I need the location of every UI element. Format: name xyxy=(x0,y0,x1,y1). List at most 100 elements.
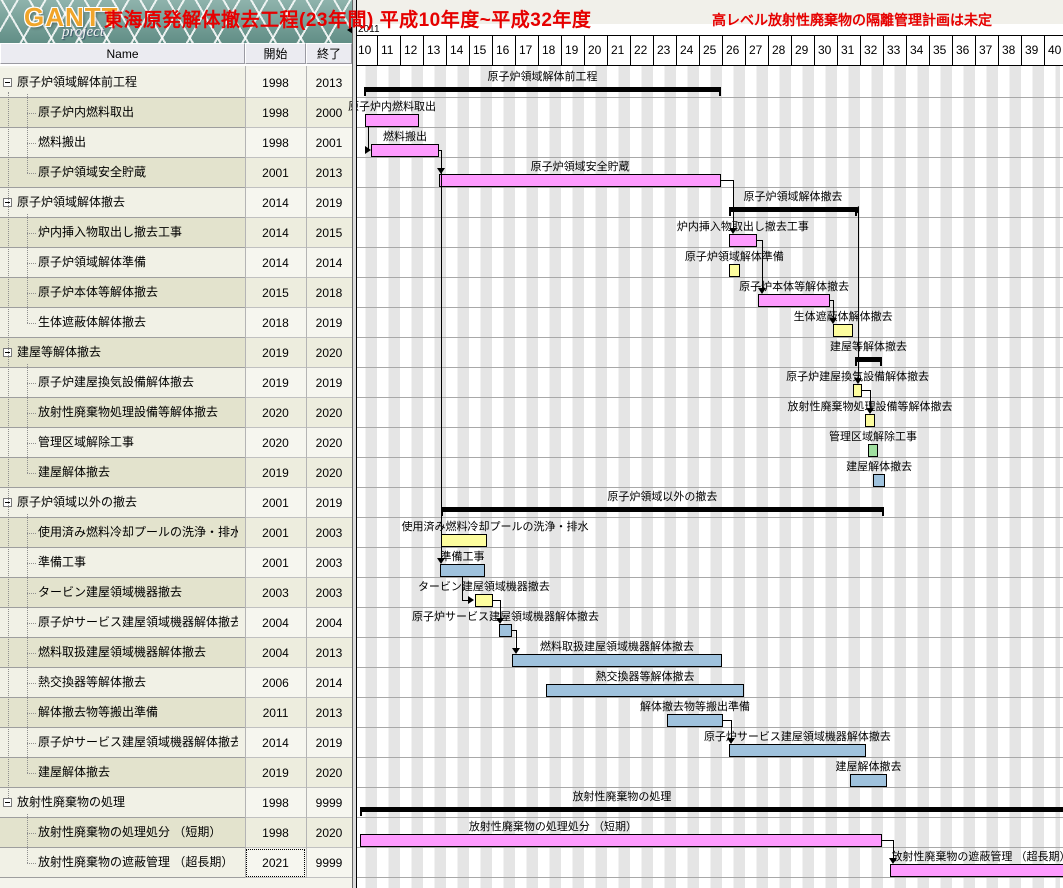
table-row[interactable]: 原子炉領域解体前工程 1998 2013 xyxy=(0,68,352,98)
table-row[interactable]: 原子炉領域解体準備 2014 2014 xyxy=(0,248,352,278)
gantt-bar[interactable] xyxy=(365,114,420,127)
task-end-cell[interactable]: 2019 xyxy=(306,488,352,518)
task-start-cell[interactable]: 2019 xyxy=(245,368,306,398)
task-end-cell[interactable]: 2019 xyxy=(306,188,352,218)
task-start-cell[interactable]: 2020 xyxy=(245,398,306,428)
table-row[interactable]: タービン建屋領域機器撤去 2003 2003 xyxy=(0,578,352,608)
task-start-cell[interactable]: 2014 xyxy=(245,728,306,758)
task-start-cell[interactable]: 2018 xyxy=(245,308,306,338)
gantt-bar[interactable] xyxy=(667,714,723,727)
task-end-cell[interactable]: 2020 xyxy=(306,338,352,368)
task-start-cell[interactable]: 2019 xyxy=(245,338,306,368)
task-end-cell[interactable]: 2020 xyxy=(306,458,352,488)
panel-splitter[interactable] xyxy=(352,0,357,888)
table-row[interactable]: 燃料搬出 1998 2001 xyxy=(0,128,352,158)
task-start-cell[interactable]: 2020 xyxy=(245,428,306,458)
table-row[interactable]: 原子炉サービス建屋領域機器解体撤去 2014 2019 xyxy=(0,728,352,758)
task-end-cell[interactable]: 9999 xyxy=(306,788,352,818)
task-end-cell[interactable]: 2003 xyxy=(306,578,352,608)
task-start-cell[interactable]: 1998 xyxy=(245,98,306,128)
table-row[interactable]: 建屋等解体撤去 2019 2020 xyxy=(0,338,352,368)
task-end-cell[interactable]: 2013 xyxy=(306,158,352,188)
table-row[interactable]: 放射性廃棄物の処理 1998 9999 xyxy=(0,788,352,818)
task-start-cell[interactable]: 1998 xyxy=(245,788,306,818)
table-row[interactable]: 原子炉領域解体撤去 2014 2019 xyxy=(0,188,352,218)
column-header-name[interactable]: Name xyxy=(0,43,245,64)
column-header-end[interactable]: 終了 xyxy=(306,43,352,64)
task-end-cell[interactable]: 2014 xyxy=(306,248,352,278)
task-end-cell[interactable]: 2015 xyxy=(306,218,352,248)
gantt-bar[interactable] xyxy=(728,234,757,247)
gantt-bar[interactable] xyxy=(850,774,887,787)
table-row[interactable]: 炉内挿入物取出し撤去工事 2014 2015 xyxy=(0,218,352,248)
gantt-bar[interactable] xyxy=(873,474,886,487)
gantt-bar[interactable] xyxy=(728,264,740,277)
task-start-cell[interactable]: 1998 xyxy=(245,818,306,848)
gantt-bar[interactable] xyxy=(474,594,493,607)
gantt-bar[interactable] xyxy=(853,384,863,397)
table-row[interactable]: 建屋解体撤去 2019 2020 xyxy=(0,458,352,488)
task-start-cell[interactable]: 2001 xyxy=(245,548,306,578)
task-start-cell[interactable]: 2001 xyxy=(245,158,306,188)
gantt-bar[interactable] xyxy=(498,624,512,637)
summary-bar[interactable] xyxy=(363,87,722,96)
task-end-cell[interactable]: 2013 xyxy=(306,698,352,728)
table-row[interactable]: 管理区域解除工事 2020 2020 xyxy=(0,428,352,458)
task-start-cell[interactable]: 2004 xyxy=(245,638,306,668)
gantt-bar[interactable] xyxy=(868,444,878,457)
tree-collapse-icon[interactable] xyxy=(3,498,12,507)
task-start-cell[interactable]: 2001 xyxy=(245,488,306,518)
tree-collapse-icon[interactable] xyxy=(3,198,12,207)
gantt-bar[interactable] xyxy=(512,654,722,667)
gantt-bar[interactable] xyxy=(359,834,883,847)
task-start-cell[interactable]: 2003 xyxy=(245,578,306,608)
gantt-bar[interactable] xyxy=(728,744,866,757)
column-header-start[interactable]: 開始 xyxy=(245,43,306,64)
task-end-cell[interactable]: 2020 xyxy=(306,758,352,788)
gantt-bar[interactable] xyxy=(546,684,745,697)
task-start-cell[interactable]: 2019 xyxy=(245,458,306,488)
table-row[interactable]: 放射性廃棄物処理設備等解体撤去 2020 2020 xyxy=(0,398,352,428)
task-end-cell[interactable]: 9999 xyxy=(306,848,352,878)
summary-bar[interactable] xyxy=(728,207,858,216)
task-end-cell[interactable]: 2020 xyxy=(306,398,352,428)
tree-collapse-icon[interactable] xyxy=(3,78,12,87)
task-end-cell[interactable]: 2020 xyxy=(306,818,352,848)
table-row[interactable]: 生体遮蔽体解体撤去 2018 2019 xyxy=(0,308,352,338)
task-end-cell[interactable]: 2013 xyxy=(306,68,352,98)
table-row[interactable]: 原子炉内燃料取出 1998 2000 xyxy=(0,98,352,128)
table-row[interactable]: 準備工事 2001 2003 xyxy=(0,548,352,578)
task-start-cell[interactable]: 2004 xyxy=(245,608,306,638)
task-end-cell[interactable]: 2019 xyxy=(306,728,352,758)
table-row[interactable]: 放射性廃棄物の処理処分 （短期） 1998 2020 xyxy=(0,818,352,848)
table-row[interactable]: 熱交換器等解体撤去 2006 2014 xyxy=(0,668,352,698)
task-start-cell[interactable]: 2021 xyxy=(245,848,306,878)
task-start-cell[interactable]: 2014 xyxy=(245,188,306,218)
task-end-cell[interactable]: 2003 xyxy=(306,548,352,578)
table-row[interactable]: 放射性廃棄物の遮蔽管理 （超長期） 2021 9999 xyxy=(0,848,352,878)
task-start-cell[interactable]: 2014 xyxy=(245,218,306,248)
task-start-cell[interactable]: 1998 xyxy=(245,128,306,158)
table-row[interactable]: 原子炉本体等解体撤去 2015 2018 xyxy=(0,278,352,308)
table-row[interactable]: 原子炉領域安全貯蔵 2001 2013 xyxy=(0,158,352,188)
task-end-cell[interactable]: 2019 xyxy=(306,368,352,398)
tree-collapse-icon[interactable] xyxy=(3,348,12,357)
task-start-cell[interactable]: 2019 xyxy=(245,758,306,788)
summary-bar[interactable] xyxy=(359,807,1063,816)
table-row[interactable]: 建屋解体撤去 2019 2020 xyxy=(0,758,352,788)
task-end-cell[interactable]: 2001 xyxy=(306,128,352,158)
gantt-bar[interactable] xyxy=(371,144,440,157)
gantt-bar[interactable] xyxy=(440,534,487,547)
task-end-cell[interactable]: 2000 xyxy=(306,98,352,128)
summary-bar[interactable] xyxy=(440,507,884,516)
gantt-bar[interactable] xyxy=(889,864,1063,877)
task-end-cell[interactable]: 2014 xyxy=(306,668,352,698)
task-start-cell[interactable]: 2011 xyxy=(245,698,306,728)
task-end-cell[interactable]: 2004 xyxy=(306,608,352,638)
summary-bar[interactable] xyxy=(854,357,883,366)
task-start-cell[interactable]: 2015 xyxy=(245,278,306,308)
task-start-cell[interactable]: 1998 xyxy=(245,68,306,98)
gantt-bar[interactable] xyxy=(833,324,854,337)
task-start-cell[interactable]: 2014 xyxy=(245,248,306,278)
gantt-bar[interactable] xyxy=(758,294,831,307)
